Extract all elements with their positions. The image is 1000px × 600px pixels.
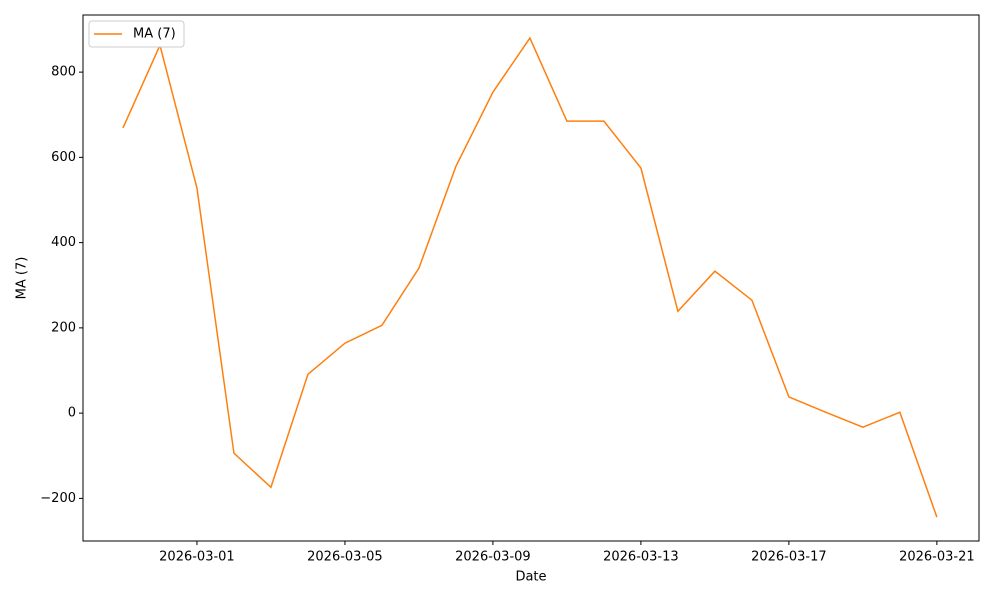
y-tick-label: 0 [68, 406, 76, 421]
y-tick-label: 800 [51, 65, 76, 80]
y-axis-label: MA (7) [15, 257, 30, 300]
x-tick-label: 2026-03-05 [307, 550, 383, 565]
y-tick-label: −200 [40, 491, 76, 506]
y-tick-label: 200 [51, 320, 76, 335]
x-tick-label: 2026-03-17 [751, 550, 827, 565]
x-tick-label: 2026-03-13 [603, 550, 679, 565]
x-tick-label: 2026-03-01 [159, 550, 235, 565]
y-tick-label: 400 [51, 235, 76, 250]
x-tick-label: 2026-03-09 [455, 550, 531, 565]
y-tick-label: 600 [51, 150, 76, 165]
x-tick-label: 2026-03-21 [899, 550, 975, 565]
legend-box [88, 20, 185, 48]
data-line [122, 36, 938, 518]
legend-label: MA (7) [133, 27, 176, 42]
x-axis-label: Date [515, 570, 546, 585]
plot-frame [82, 14, 980, 542]
